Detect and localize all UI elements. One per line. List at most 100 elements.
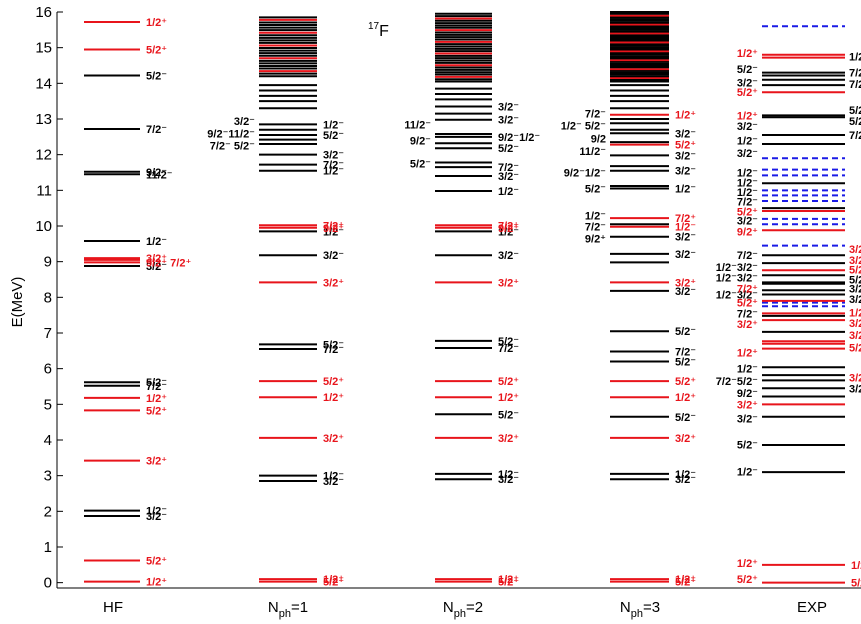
- level-label: 3/2⁻: [498, 102, 519, 114]
- level-label: 11/2⁻: [146, 169, 173, 181]
- level-label: 3/2⁻: [498, 474, 519, 486]
- level-right-label: 3/2: [849, 373, 861, 385]
- level-left-label: 7/2⁻: [737, 250, 758, 262]
- level-label: 3/2⁻: [146, 511, 167, 523]
- level-label: 3/2⁺: [498, 277, 519, 289]
- level-label: 1/2⁻: [323, 226, 344, 238]
- nucleus-symbol: F: [379, 23, 389, 40]
- level-label: 3/2⁻: [323, 476, 344, 488]
- level-label: 7/2⁻: [498, 162, 519, 174]
- level-label: 1/2⁻: [675, 469, 696, 481]
- level-label: 1/2⁺: [675, 392, 696, 404]
- y-axis-label: E(MeV): [9, 277, 26, 328]
- level-left-label: 5/2⁺: [737, 207, 758, 219]
- level-label: 7/2⁺: [498, 220, 519, 232]
- level-label: 5/2⁻: [498, 336, 519, 348]
- level-label: 3/2⁺: [323, 433, 344, 445]
- level-label: 5/2⁺: [146, 556, 167, 568]
- level-left-label: 3/2⁻: [737, 148, 758, 160]
- level-label: 5/2⁻: [146, 377, 167, 389]
- level-left-label: 1/2⁻: [585, 210, 606, 222]
- y-tick-label: 10: [35, 218, 52, 235]
- y-tick-label: 6: [44, 361, 52, 378]
- y-tick-label: 11: [36, 182, 52, 199]
- y-tick-label: 12: [35, 147, 52, 164]
- level-left-label: 9/2⁺: [737, 226, 758, 238]
- level-left-label: 1/2⁺: [737, 48, 758, 60]
- level-label: 5/2⁻: [675, 326, 696, 338]
- level-label: 1/2⁺: [146, 17, 167, 29]
- level-label: 7/2⁻: [146, 381, 167, 393]
- level-right-label: 5/2: [849, 116, 861, 128]
- y-tick-label: 0: [44, 575, 52, 592]
- level-right-label: 5/2: [849, 265, 861, 277]
- level-left-label: 3/2⁻: [737, 78, 758, 90]
- level-left-label: 3/2⁻: [737, 216, 758, 228]
- level-label: 3/2⁻: [498, 171, 519, 183]
- level-label: 1/2⁻: [146, 506, 167, 518]
- level-label: 9/2⁺: [498, 223, 519, 235]
- level-left-label: 3/2⁺: [737, 399, 758, 411]
- level-left-label: 7/2⁻: [737, 197, 758, 209]
- level-label: 1/2⁺: [675, 574, 696, 586]
- level-left-label: 1/2⁻3/2⁻: [716, 262, 758, 274]
- y-tick-label: 2: [44, 503, 52, 520]
- level-label: 1/2⁻: [498, 186, 519, 198]
- level-label: 1/2⁺: [498, 392, 519, 404]
- level-left-label: 1/2⁻: [737, 177, 758, 189]
- level-label: 1/2⁻: [675, 184, 696, 196]
- level-label: 3/2⁺: [675, 277, 696, 289]
- level-label: 5/2⁺: [675, 376, 696, 388]
- level-left-label: 9/2⁺: [585, 233, 606, 245]
- level-right-label: 7/2: [849, 79, 861, 91]
- level-label: 3/2⁺: [146, 253, 167, 265]
- level-label: 1/2⁺: [146, 577, 167, 589]
- level-label: 3/2⁻: [675, 474, 696, 486]
- level-left-label: 1/2⁺: [737, 558, 758, 570]
- y-tick-label: 8: [44, 289, 52, 306]
- level-right-label: 3/2: [849, 244, 861, 256]
- level-left-label: 5/2⁻: [737, 64, 758, 76]
- level-label: 7/2⁻: [146, 124, 167, 136]
- level-left-label: 5/2⁺: [737, 298, 758, 310]
- y-tick-label: 16: [35, 4, 52, 21]
- level-label: 5/2⁻: [146, 70, 167, 82]
- y-tick-label: 5: [44, 396, 52, 413]
- level-left-label: 11/2⁻: [404, 119, 431, 131]
- level-label: 1/2⁻: [146, 236, 167, 248]
- y-tick-label: 7: [44, 325, 52, 342]
- level-label: 3/2⁻: [675, 128, 696, 140]
- level-labels: 1/2⁺5/2⁺3/2⁻1/2⁻3/2⁺5/2⁺1/2⁺7/2⁻5/2⁻3/2⁻…: [146, 17, 861, 590]
- level-left-label: 5/2⁺: [737, 574, 758, 586]
- level-left-label: 5/2⁻: [410, 159, 431, 171]
- column-label: EXP: [797, 599, 827, 616]
- level-left-label: 3/2⁻: [234, 116, 255, 128]
- y-tick-label: 13: [35, 111, 52, 128]
- level-left-label: 1/2⁻: [737, 135, 758, 147]
- level-label: 1/2⁺: [146, 393, 167, 405]
- level-label: 5/2⁺: [498, 376, 519, 388]
- level-left-label: 9/2⁻11/2⁻: [207, 128, 255, 140]
- column-label: HF: [103, 599, 123, 616]
- y-tick-label: 14: [35, 75, 52, 92]
- column-label: Nph=2: [443, 599, 483, 620]
- level-left-label: 1/2⁺: [737, 110, 758, 122]
- level-label: 9/2⁻: [146, 167, 167, 179]
- level-right-label: 1/2: [849, 307, 861, 319]
- level-label: 3/2⁺: [498, 433, 519, 445]
- level-label: 1/2⁻: [323, 119, 344, 131]
- level-label: 5/2⁺: [146, 44, 167, 56]
- level-label: 3/2⁻: [675, 249, 696, 261]
- level-left-label: 7/2⁻: [585, 222, 606, 234]
- level-left-label: 1/2⁻3/2⁻: [716, 273, 758, 285]
- level-label: 5/2⁻: [498, 409, 519, 421]
- level-label: 1/2⁻: [323, 471, 344, 483]
- level-left-label: 9/2⁻: [737, 388, 758, 400]
- level-label: 5/2⁺: [323, 577, 344, 589]
- level-left-label: 1/2⁻: [737, 167, 758, 179]
- level-label: 3/2⁺: [146, 456, 167, 468]
- level-right-label: 3/2: [849, 318, 861, 330]
- level-right-label: 3/2: [849, 383, 861, 395]
- level-label: 5/2⁺: [498, 577, 519, 589]
